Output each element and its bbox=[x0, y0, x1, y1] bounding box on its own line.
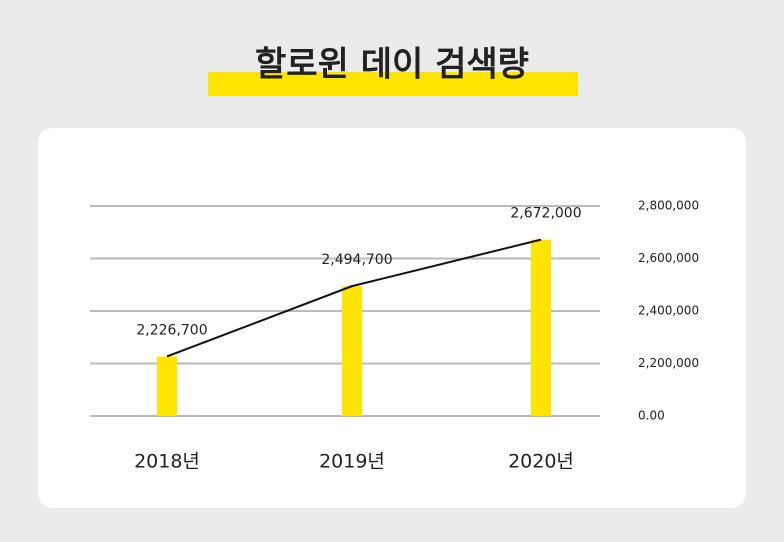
y-tick-label: 0.00 bbox=[638, 409, 665, 423]
bar bbox=[531, 239, 551, 416]
x-tick-label: 2020년 bbox=[508, 451, 574, 473]
data-label: 2,672,000 bbox=[510, 206, 581, 222]
title-highlight bbox=[208, 72, 578, 96]
data-label: 2,494,700 bbox=[321, 252, 392, 268]
chart-title: 할로윈 데이 검색량 bbox=[255, 45, 529, 85]
y-tick-label: 2,800,000 bbox=[638, 199, 699, 213]
x-tick-label: 2019년 bbox=[319, 451, 385, 473]
trend-line bbox=[166, 238, 542, 358]
y-tick-label: 2,600,000 bbox=[638, 251, 699, 265]
chart-card bbox=[38, 128, 746, 508]
x-tick-label: 2018년 bbox=[134, 451, 200, 473]
y-tick-label: 2,400,000 bbox=[638, 304, 699, 318]
data-label: 2,226,700 bbox=[136, 322, 207, 338]
bar bbox=[157, 356, 177, 416]
bar bbox=[342, 286, 362, 416]
y-tick-label: 2,200,000 bbox=[638, 356, 699, 370]
